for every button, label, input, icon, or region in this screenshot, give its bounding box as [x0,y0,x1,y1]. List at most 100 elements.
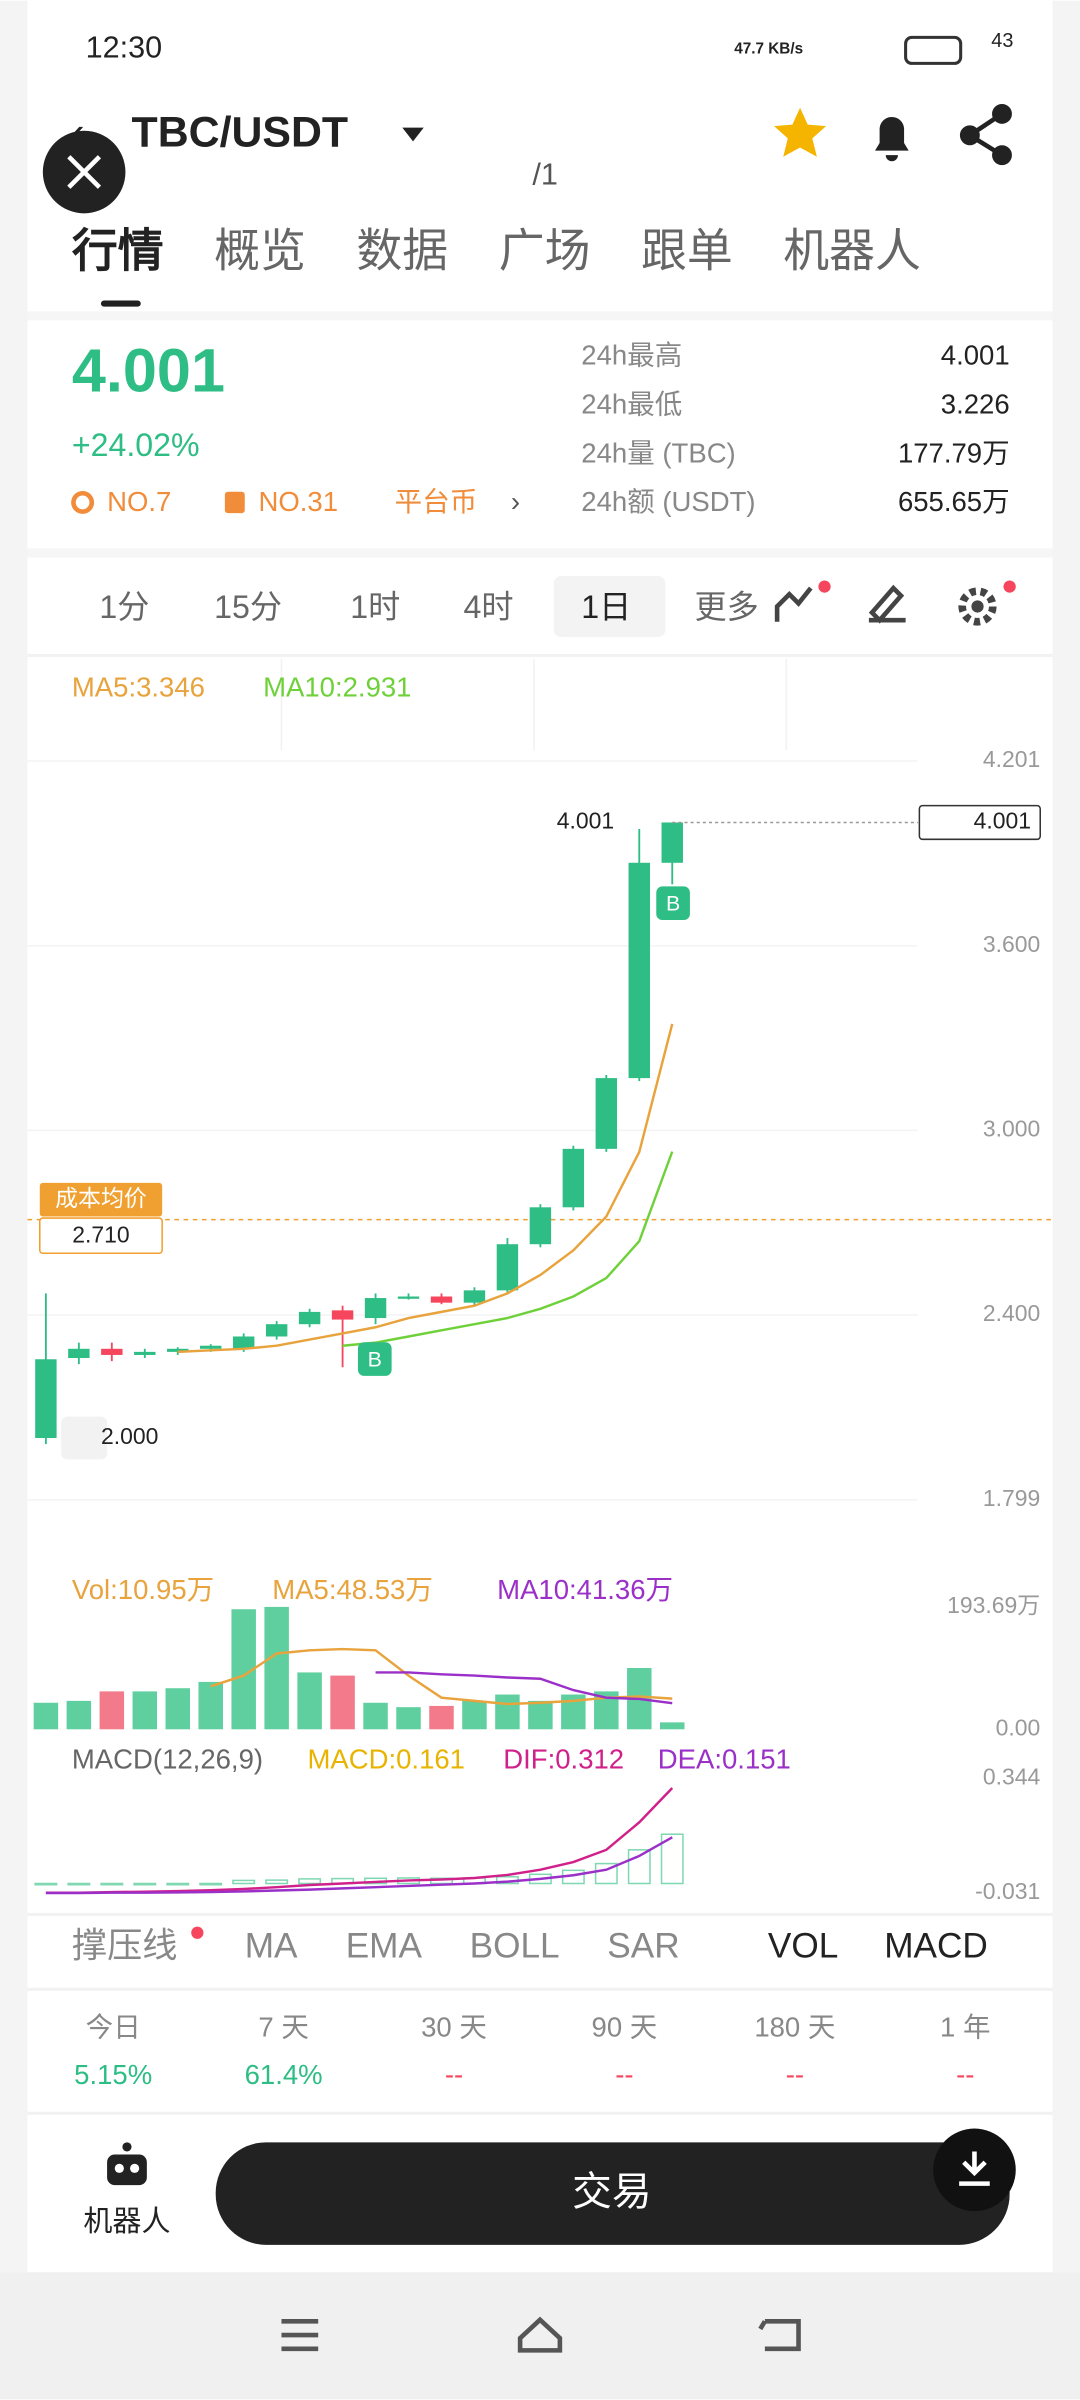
return-value: 61.4% [245,2059,323,2090]
timeframe[interactable]: 更多 [695,589,759,625]
star[interactable] [774,107,827,157]
cost-tag [39,1182,163,1217]
close-icon [67,155,102,189]
tab[interactable]: 跟单 [641,225,733,277]
y-tick-label: 0.344 [983,1763,1041,1789]
dropdown[interactable] [402,127,424,142]
robot-icon[interactable] [107,2142,147,2186]
timeframe[interactable]: 1时 [350,589,400,625]
y-tick-label: 3.600 [983,931,1040,957]
volume-bar [99,1691,125,1730]
divider [27,311,1053,321]
expand[interactable] [61,1416,108,1460]
tab[interactable]: 概览 [214,225,306,277]
tab[interactable]: 机器人 [783,225,921,277]
candle-body [35,1359,57,1439]
vol-label: Vol:10.95万 [72,1574,214,1605]
robot-label[interactable]: 机器人 [83,2205,170,2238]
volume-bar [660,1722,685,1730]
indicator[interactable]: 撑压线 [72,1926,178,1965]
rank-icon [71,490,95,514]
indicator[interactable]: BOLL [470,1926,560,1965]
timeframe[interactable]: 1分 [99,589,149,625]
candle-body [562,1148,585,1208]
vol-ma5-label: MA5:48.53万 [272,1574,433,1605]
nav-bar [0,2272,1080,2400]
stat-value: 3.226 [941,388,1010,419]
tab[interactable]: 行情 [72,225,164,277]
indicator[interactable]: VOL [768,1926,838,1965]
vol-ma10-line [375,1671,673,1705]
candle-body [661,822,683,863]
candle-body [628,862,650,1079]
volume-bar [66,1700,92,1730]
indicator[interactable]: EMA [346,1926,423,1965]
cost-tag-label: 成本均价 [55,1185,147,1211]
change: +24.02% [72,427,200,463]
macd-bar [199,1882,223,1886]
timeframe[interactable]: 4时 [464,589,514,625]
high-label: 4.001 [557,808,614,834]
app [27,0,1053,2273]
indicator[interactable]: MACD [884,1926,988,1965]
candle-body [134,1351,156,1355]
alert[interactable] [875,116,909,162]
system-nav[interactable] [281,2316,801,2353]
tab[interactable]: 广场 [499,225,591,277]
timeframe[interactable]: 15分 [214,589,282,625]
divider [27,548,1053,558]
candle-body [364,1298,387,1319]
stat-value: 655.65万 [898,486,1010,517]
dea-line [45,1836,673,1895]
pair[interactable]: TBC/USDT [132,109,349,157]
share[interactable] [959,103,1012,166]
indicator[interactable]: SAR [607,1926,679,1965]
stat-label: 24h量 (TBC) [581,437,735,468]
macd-bar [660,1833,684,1885]
divider [27,2111,1053,2115]
candle-body [101,1348,123,1355]
draw[interactable] [868,584,906,624]
macd-title: MACD(12,26,9) [72,1744,263,1775]
divider [27,1912,1053,1916]
volume-bar [462,1700,487,1730]
volume-bar [297,1672,322,1730]
volume-bar [429,1705,454,1730]
timeframe[interactable]: 1日 [581,589,631,625]
battery [904,35,963,65]
macd-bar [232,1879,256,1885]
status-time: 12:30 [86,31,163,65]
indicator[interactable]: MA [245,1926,298,1965]
buy-mark-box [357,1342,392,1376]
macd-bar [627,1849,651,1885]
trade-label: 交易 [572,2170,652,2214]
volume-bar [396,1707,421,1730]
trade-button[interactable] [215,2142,1010,2245]
chart-type[interactable] [774,580,831,622]
divider [27,1987,1053,1991]
settings[interactable] [958,580,1016,626]
candle-body [595,1078,618,1149]
macd-bar [100,1882,124,1886]
return-value: -- [445,2059,463,2090]
candle-body [200,1345,222,1349]
stat-label: 24h最低 [581,388,682,419]
return-period: 1 年 [940,2011,990,2042]
dea-value: DEA:0.151 [658,1744,791,1775]
rank: NO.7 [107,486,171,517]
candle-body [331,1310,354,1320]
return-period: 7 天 [258,2011,308,2042]
volume-bar [528,1700,553,1730]
rank-icon [224,491,245,514]
y-tick-label: 4.201 [983,746,1040,772]
volume-bar [165,1688,190,1730]
battery-level: 43 [991,30,1013,52]
y-tick-label: -0.031 [975,1878,1040,1904]
tag[interactable]: 平台币 [395,486,478,517]
new-dot [191,1926,204,1939]
candle-body [167,1348,189,1352]
tab[interactable]: 数据 [356,225,448,277]
vol-ma5-line [210,1647,673,1706]
return-period: 90 天 [592,2011,658,2042]
